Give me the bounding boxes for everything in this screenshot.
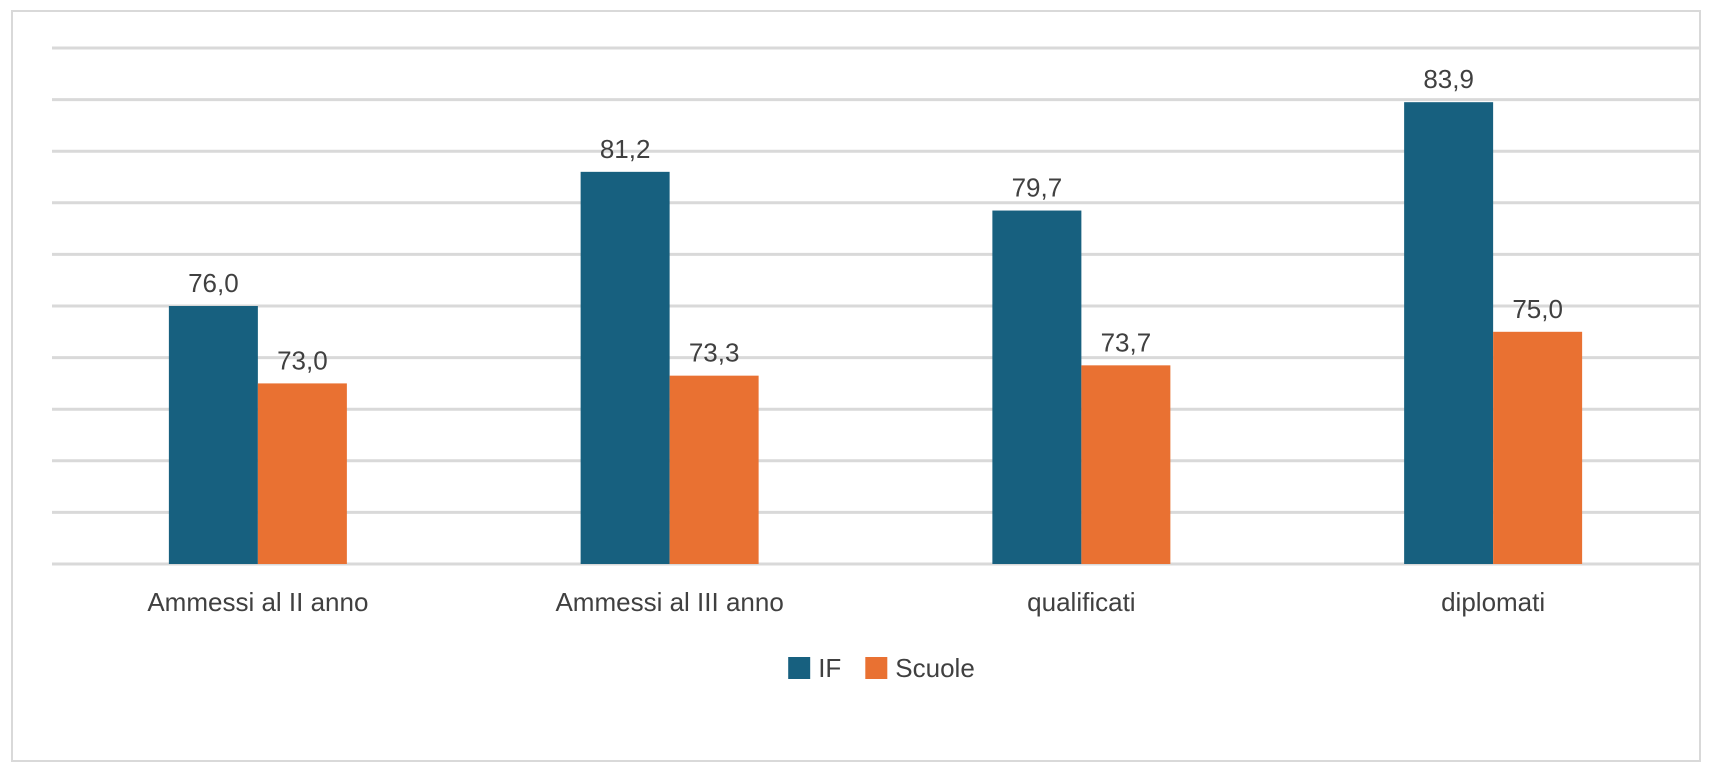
bar-scuole-3 — [1081, 365, 1171, 564]
legend-label-scuole: Scuole — [895, 653, 975, 683]
data-label-scuole-3: 73,7 — [1101, 327, 1152, 357]
data-label-if-4: 83,9 — [1423, 64, 1474, 94]
bar-if-3 — [992, 210, 1082, 565]
x-axis-tick-labels: Ammessi al II anno Ammessi al III anno qua… — [147, 587, 1545, 617]
data-label-if-1: 76,0 — [188, 268, 239, 298]
bar-scuole-4 — [1493, 331, 1583, 564]
bar-scuole-1 — [257, 383, 347, 564]
data-label-scuole-4: 75,0 — [1512, 294, 1563, 324]
data-labels: 76,0 73,0 81,2 73,3 79,7 73,7 83,9 75,0 — [188, 64, 1563, 375]
legend-label-if: IF — [818, 653, 841, 683]
data-label-scuole-1: 73,0 — [277, 345, 328, 375]
x-tick-label: Ammessi al II anno — [147, 587, 368, 617]
bars — [168, 102, 1583, 565]
bar-if-1 — [168, 306, 258, 564]
legend: IF Scuole — [788, 653, 975, 683]
legend-swatch-if — [788, 657, 811, 679]
bar-scuole-2 — [669, 375, 759, 564]
data-label-if-2: 81,2 — [600, 134, 651, 164]
x-tick-label: qualificati — [1027, 587, 1135, 617]
legend-swatch-scuole — [865, 657, 888, 679]
data-label-if-3: 79,7 — [1012, 173, 1063, 203]
x-tick-label: Ammessi al III anno — [555, 587, 783, 617]
data-label-scuole-2: 73,3 — [689, 338, 740, 368]
bar-if-2 — [580, 171, 670, 564]
chart-frame: 76,0 73,0 81,2 73,3 79,7 73,7 83,9 75,0 Ammessi… — [11, 10, 1701, 762]
bar-if-4 — [1404, 102, 1494, 565]
bar-chart: 76,0 73,0 81,2 73,3 79,7 73,7 83,9 75,0 Ammessi… — [52, 46, 1699, 683]
x-tick-label: diplomati — [1441, 587, 1545, 617]
